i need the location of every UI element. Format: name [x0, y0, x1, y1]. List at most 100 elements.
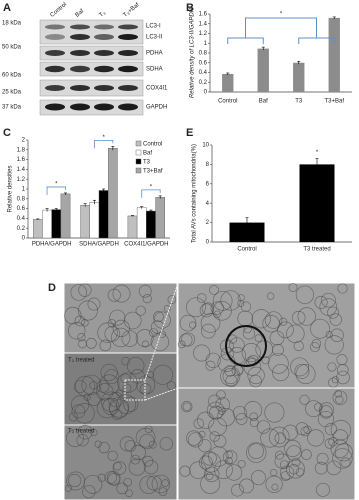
x-tick-label: SDHA/GAPDH	[79, 242, 119, 248]
organelle	[74, 403, 95, 424]
organelle	[109, 399, 129, 419]
organelle	[112, 461, 127, 475]
organelle	[81, 319, 89, 327]
organelle	[332, 448, 353, 469]
organelle	[232, 405, 247, 421]
organelle	[66, 471, 86, 491]
y-tick-label: 4	[206, 201, 210, 207]
organelle	[120, 373, 131, 384]
y-tick-label: 0	[206, 240, 210, 246]
blot-band	[45, 34, 65, 40]
y-tick-label: 1.6	[199, 12, 208, 18]
organelle	[297, 307, 316, 326]
organelle	[248, 443, 264, 460]
organelle	[186, 430, 202, 446]
organelle	[66, 429, 84, 448]
x-tick-label: PDHA/GAPDH	[32, 242, 72, 248]
blot-strip	[39, 45, 144, 61]
organelle	[241, 343, 261, 363]
organelle	[301, 449, 312, 460]
organelle	[116, 389, 123, 397]
organelle	[77, 424, 93, 440]
significance: *	[102, 135, 105, 141]
organelle	[213, 310, 221, 318]
organelle	[125, 489, 133, 498]
organelle	[96, 383, 114, 401]
organelle	[328, 437, 338, 447]
organelle	[239, 478, 255, 494]
bar	[257, 48, 269, 92]
organelle	[98, 374, 120, 396]
organelle	[146, 475, 162, 491]
micrograph-label: T₃ treated	[68, 429, 94, 435]
organelle	[340, 457, 351, 468]
y-axis-label: Total AVs containing mitochondria(%)	[192, 144, 198, 243]
organelle	[148, 440, 157, 449]
organelle	[68, 412, 79, 422]
zoom-line	[144, 282, 179, 381]
x-tick-label: COX4I1/GAPDH	[124, 242, 168, 248]
organelle	[295, 364, 316, 385]
organelle	[288, 282, 298, 292]
organelle	[209, 285, 219, 295]
panel-letter: A	[3, 2, 11, 14]
organelle	[153, 311, 164, 322]
organelle	[138, 284, 152, 298]
x-tick-label: T3	[295, 99, 303, 105]
organelle	[74, 375, 96, 397]
organelle	[104, 471, 118, 484]
organelle	[237, 299, 245, 307]
blot-band	[70, 85, 90, 91]
bar	[33, 219, 43, 239]
organelle	[264, 311, 283, 329]
blot-band	[70, 103, 90, 111]
organelle	[255, 340, 274, 359]
organelle	[290, 357, 310, 377]
organelle	[141, 340, 149, 348]
organelle	[94, 440, 102, 448]
organelle	[291, 457, 301, 467]
y-tick-label: 1.6	[17, 157, 26, 163]
organelle	[324, 335, 344, 355]
organelle	[177, 340, 186, 349]
organelle	[324, 422, 338, 436]
organelle	[205, 360, 216, 371]
panel-letter: D	[48, 282, 56, 294]
blot-band	[45, 103, 65, 111]
organelle	[116, 482, 128, 495]
organelle	[78, 283, 92, 297]
organelle	[246, 442, 267, 463]
legend-label: Control	[143, 142, 162, 148]
organelle	[335, 395, 344, 404]
organelle	[68, 473, 82, 488]
bar	[293, 62, 305, 92]
bar	[89, 202, 100, 239]
organelle	[107, 288, 121, 302]
organelle	[130, 369, 145, 384]
blot-band	[94, 24, 114, 30]
organelle	[251, 309, 271, 329]
organelle	[299, 394, 310, 405]
legend-label: T3+Baf	[143, 169, 163, 175]
organelle	[295, 285, 315, 304]
organelle	[321, 292, 336, 308]
organelle	[309, 341, 321, 353]
y-tick-label: 8	[206, 162, 210, 168]
marker-label: 37 kDa	[2, 105, 22, 111]
organelle	[107, 450, 118, 462]
organelle	[228, 334, 238, 344]
organelle	[107, 473, 121, 486]
marker-label: 50 kDa	[2, 45, 22, 51]
y-tick-label: 0.2	[17, 226, 26, 232]
organelle	[295, 467, 305, 477]
blot-band	[118, 103, 138, 111]
organelle	[215, 397, 231, 412]
organelle	[328, 377, 339, 388]
significance: *	[280, 12, 283, 18]
organelle	[293, 340, 304, 352]
y-tick-label: 2	[206, 220, 210, 226]
y-tick-label: 1.2	[199, 31, 208, 37]
organelle	[261, 356, 270, 365]
blot-band	[118, 65, 138, 73]
organelle	[64, 306, 82, 325]
